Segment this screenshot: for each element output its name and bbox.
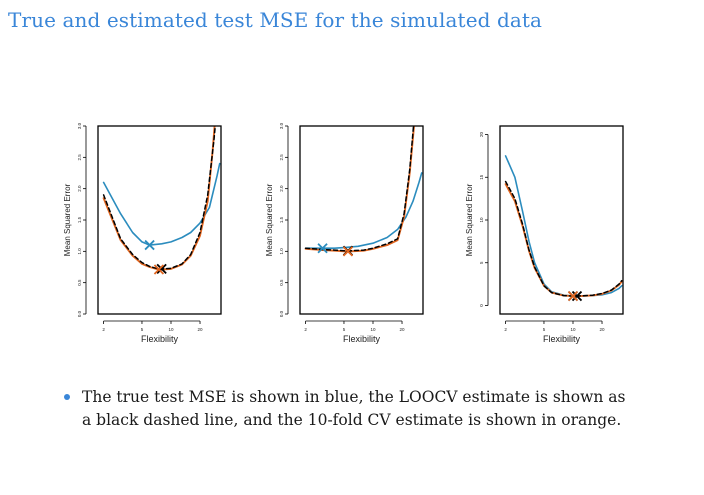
y-tick-label: 0 <box>479 304 484 307</box>
bullet-icon <box>64 394 70 400</box>
x-axis-label: Flexibility <box>343 334 381 344</box>
y-tick-label: 0.0 <box>279 310 284 317</box>
min-marker-kfold <box>567 290 579 302</box>
y-tick-label: 5 <box>479 261 484 264</box>
y-axis-label: Mean Squared Error <box>265 183 274 256</box>
series-line-kfold <box>102 126 216 271</box>
min-marker-loocv <box>156 263 167 275</box>
y-tick-label: 1.0 <box>77 248 82 255</box>
y-tick-label: 1.5 <box>77 216 82 223</box>
x-tick-label: 2 <box>304 327 307 332</box>
series-line-loocv <box>504 180 623 297</box>
x-tick-label: 5 <box>343 327 346 332</box>
y-tick-label: 2.5 <box>279 154 284 161</box>
y-axis-label: Mean Squared Error <box>465 183 474 256</box>
y-tick-label: 3.0 <box>77 122 82 129</box>
min-marker-kfold <box>342 246 354 257</box>
y-tick-label: 2.0 <box>279 185 284 192</box>
y-tick-label: 3.0 <box>279 122 284 129</box>
series-line-true-mse <box>102 162 221 246</box>
x-tick-label: 2 <box>504 327 507 332</box>
x-tick-label: 20 <box>198 327 204 332</box>
chart-panel-1: 0.0 0.5 1.0 1.5 2.0 2.5 3.0 2 5 10 20 Flexibility Me… <box>63 122 222 344</box>
series-line-loocv <box>102 126 217 270</box>
bullet-text: The true test MSE is shown in blue, the … <box>82 386 625 432</box>
series-line-loocv <box>304 126 415 252</box>
x-tick-label: 10 <box>168 327 174 332</box>
y-tick-label: 2.0 <box>77 185 82 192</box>
bullet-line-1: The true test MSE is shown in blue, the … <box>82 388 626 406</box>
x-axis-label: Flexibility <box>543 334 581 344</box>
y-tick-label: 0.0 <box>77 310 82 317</box>
x-axis-label: Flexibility <box>141 334 179 344</box>
min-marker-true-mse <box>144 239 155 251</box>
bullet-line-2: a black dashed line, and the 10-fold CV … <box>82 411 622 429</box>
y-tick-label: 15 <box>479 174 484 180</box>
y-tick-label: 20 <box>479 132 484 138</box>
min-marker-loocv <box>571 290 583 302</box>
y-tick-label: 0.5 <box>279 279 284 286</box>
bullet-item: The true test MSE is shown in blue, the … <box>64 386 684 432</box>
x-tick-label: 5 <box>543 327 546 332</box>
x-tick-label: 10 <box>370 327 376 332</box>
x-tick-label: 20 <box>600 327 606 332</box>
plot-frame <box>97 125 222 315</box>
x-tick-label: 10 <box>570 327 576 332</box>
plot-frame <box>299 125 424 315</box>
x-tick-label: 5 <box>141 327 144 332</box>
min-marker-true-mse <box>317 243 328 254</box>
min-marker-kfold <box>153 264 165 275</box>
series-line-true-mse <box>304 172 423 249</box>
chart-panel-2: 0.0 0.5 1.0 1.5 2.0 2.5 3.0 2 5 10 20 Flexibility Me… <box>265 122 424 344</box>
y-tick-label: 0.5 <box>77 279 82 286</box>
series-line-kfold <box>504 183 623 298</box>
y-tick-label: 2.5 <box>77 154 82 161</box>
y-tick-label: 10 <box>479 217 484 223</box>
plot-frame <box>499 125 624 315</box>
y-axis-label: Mean Squared Error <box>63 183 72 256</box>
slide-title: True and estimated test MSE for the simu… <box>8 8 543 32</box>
x-tick-label: 20 <box>400 327 406 332</box>
y-tick-label: 1.0 <box>279 248 284 255</box>
y-tick-label: 1.5 <box>279 216 284 223</box>
x-tick-label: 2 <box>102 327 105 332</box>
